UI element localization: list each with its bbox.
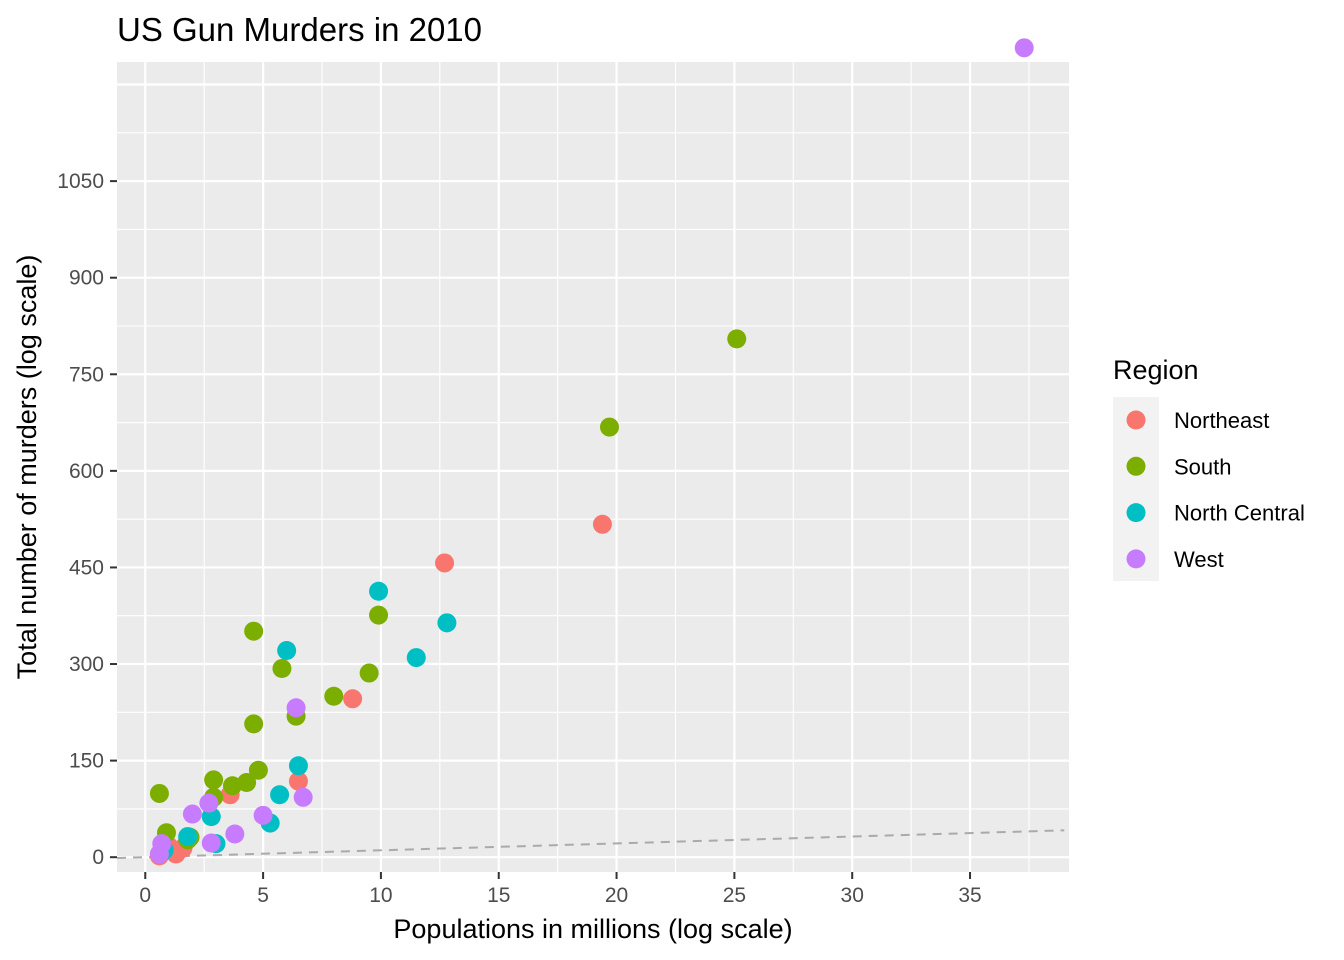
x-tick-label: 25 (723, 884, 746, 907)
point-north-central (277, 641, 297, 661)
point-south (248, 760, 268, 780)
x-tick-label: 5 (257, 884, 269, 907)
y-tick-label: 450 (69, 556, 104, 579)
point-west (1014, 38, 1034, 58)
point-south (359, 663, 379, 683)
point-northeast (435, 553, 455, 573)
legend-label-south: South (1174, 454, 1232, 479)
series-west (149, 38, 1034, 864)
x-tick-label: 30 (841, 884, 864, 907)
point-west (253, 805, 273, 825)
point-south (204, 770, 224, 790)
reference-line (116, 829, 1065, 860)
point-south (727, 329, 747, 349)
point-west (225, 824, 245, 844)
x-tick-label: 0 (139, 884, 151, 907)
point-north-central (288, 756, 308, 776)
point-west (182, 804, 202, 824)
point-north-central (437, 613, 457, 633)
y-axis: 0 150 300 450 600 750 900 1050 (57, 170, 117, 869)
point-north-central (270, 785, 290, 805)
point-north-central (178, 827, 198, 847)
legend: Region Northeast South North Central West (1113, 355, 1305, 581)
y-tick-label: 900 (69, 267, 104, 290)
legend-key-south (1126, 456, 1146, 476)
y-tick-label: 0 (92, 846, 104, 869)
minor-gridlines (117, 62, 1069, 872)
point-west (293, 787, 313, 807)
point-south (244, 714, 264, 734)
point-west (201, 833, 221, 853)
legend-label-north-central: North Central (1174, 501, 1305, 526)
point-south (149, 783, 169, 803)
plot-panel (117, 62, 1069, 872)
legend-label-northeast: Northeast (1174, 408, 1269, 433)
y-tick-label: 750 (69, 363, 104, 386)
x-tick-label: 20 (605, 884, 628, 907)
point-north-central (369, 581, 389, 601)
legend-title: Region (1113, 355, 1199, 385)
x-tick-label: 15 (487, 884, 510, 907)
y-axis-title: Total number of murders (log scale) (12, 255, 42, 680)
point-south (599, 417, 619, 437)
point-south (237, 773, 257, 793)
point-west (286, 698, 306, 718)
point-west (152, 834, 172, 854)
point-north-central (406, 648, 426, 668)
legend-key-west (1126, 549, 1146, 569)
chart-title: US Gun Murders in 2010 (117, 11, 482, 48)
x-tick-label: 10 (369, 884, 392, 907)
point-south (369, 605, 389, 625)
y-tick-label: 600 (69, 460, 104, 483)
point-south (244, 621, 264, 641)
data-points (149, 38, 1034, 866)
legend-key-north-central (1126, 503, 1146, 523)
point-south (222, 776, 242, 796)
point-northeast (288, 771, 308, 791)
point-south (324, 686, 344, 706)
point-west (199, 793, 219, 813)
y-tick-label: 300 (69, 653, 104, 676)
x-axis: 0 5 10 15 20 25 30 35 (139, 872, 982, 907)
x-axis-title: Populations in millions (log scale) (393, 914, 792, 944)
point-northeast (343, 689, 363, 709)
point-northeast (592, 514, 612, 534)
legend-key-northeast (1126, 410, 1146, 430)
y-tick-label: 1050 (57, 170, 104, 193)
legend-label-west: West (1174, 547, 1224, 572)
y-tick-label: 150 (69, 750, 104, 773)
point-south (272, 659, 292, 679)
x-tick-label: 35 (958, 884, 981, 907)
legend-entries: Northeast South North Central West (1126, 408, 1305, 572)
